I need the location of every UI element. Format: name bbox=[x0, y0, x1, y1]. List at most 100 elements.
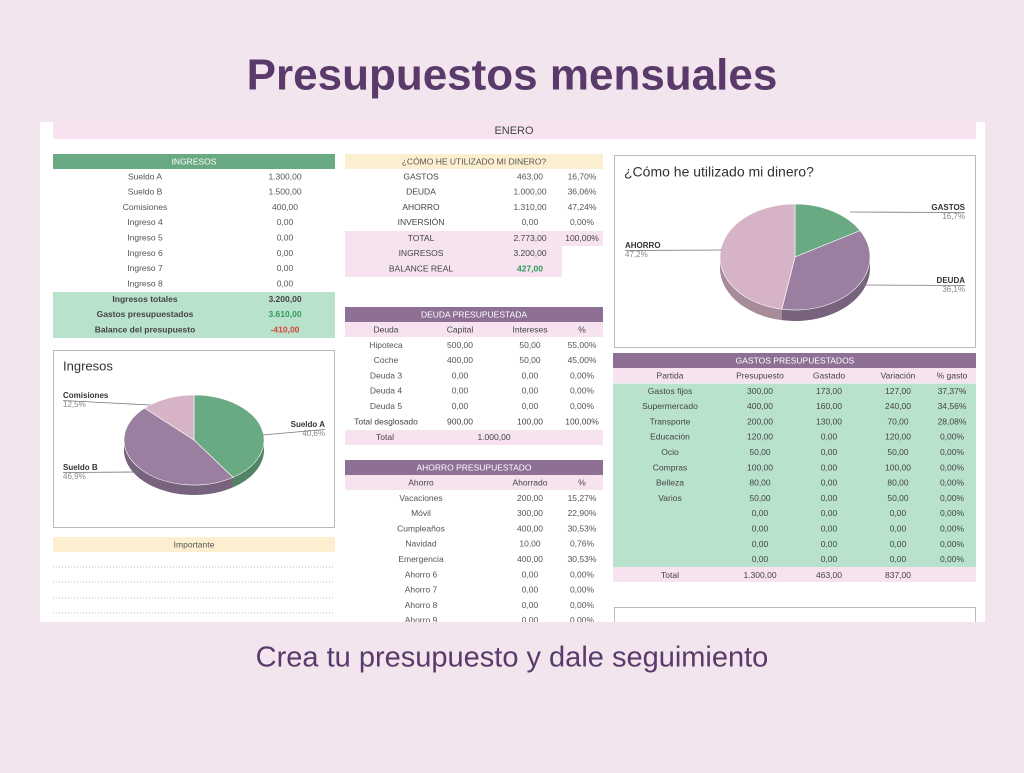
cell: 2.773,00 bbox=[513, 233, 546, 243]
cell-bg bbox=[613, 368, 976, 383]
cell: 120,00 bbox=[747, 432, 773, 442]
cell: 1.000,00 bbox=[513, 187, 546, 197]
cell: 0,00 bbox=[452, 370, 469, 380]
cell: 427,00 bbox=[517, 263, 543, 273]
leader-line bbox=[859, 284, 966, 286]
cell: Ahorro 8 bbox=[405, 600, 438, 610]
cell: 3.610,00 bbox=[268, 309, 301, 319]
cell: 50,00 bbox=[887, 447, 909, 457]
cell: 0,00 bbox=[522, 370, 539, 380]
cell: 0,00 bbox=[752, 523, 769, 533]
cell: Ahorro 9 bbox=[405, 615, 438, 625]
cell: 463,00 bbox=[517, 171, 543, 181]
cell: 300,00 bbox=[517, 508, 543, 518]
cell: 200,00 bbox=[747, 416, 773, 426]
cell: 0,00% bbox=[940, 478, 965, 488]
table-header bbox=[345, 460, 603, 475]
cell: 100,00% bbox=[565, 233, 599, 243]
cell: 50,00 bbox=[519, 340, 541, 350]
cell: AHORRO bbox=[402, 202, 440, 212]
cell: 0,76% bbox=[570, 539, 595, 549]
cell: GASTOS bbox=[403, 171, 439, 181]
cell: 55,00% bbox=[568, 340, 597, 350]
leader-line bbox=[849, 211, 966, 213]
column-header: % bbox=[578, 477, 586, 487]
cell: Deuda 5 bbox=[370, 401, 402, 411]
cell: 0,00 bbox=[890, 508, 907, 518]
cell: 100,00% bbox=[565, 416, 599, 426]
pie-label: Sueldo A bbox=[291, 420, 326, 429]
pie-slice bbox=[719, 203, 796, 310]
cell: 30,53% bbox=[568, 523, 597, 533]
cell-bg bbox=[345, 430, 603, 445]
cell: 0,00 bbox=[821, 493, 838, 503]
pie-slice bbox=[143, 394, 195, 441]
cell: Ahorro 7 bbox=[405, 585, 438, 595]
cell: 16,70% bbox=[568, 171, 597, 181]
cell: 0,00 bbox=[522, 401, 539, 411]
cell: 15,27% bbox=[568, 493, 597, 503]
table-title: INGRESOS bbox=[172, 156, 217, 166]
cell: 0,00% bbox=[570, 569, 595, 579]
cell: Supermercado bbox=[642, 401, 698, 411]
column-header: Ahorro bbox=[408, 477, 434, 487]
cell: Ingreso 7 bbox=[127, 263, 163, 273]
cell: 50,00 bbox=[749, 447, 771, 457]
table-header bbox=[613, 353, 976, 368]
chart-title: ¿Cómo he utilizado mi dinero? bbox=[624, 164, 814, 180]
cell: Total bbox=[376, 432, 394, 442]
cell: 400,00 bbox=[517, 523, 543, 533]
cell: 45,00% bbox=[568, 355, 597, 365]
cell: Balance del presupuesto bbox=[95, 324, 196, 334]
cell: 0,00% bbox=[940, 447, 965, 457]
month-label: ENERO bbox=[494, 125, 534, 137]
rows-bg bbox=[613, 383, 976, 568]
cell: INGRESOS bbox=[399, 248, 444, 258]
cell: TOTAL bbox=[408, 233, 435, 243]
table-title: GASTOS PRESUPUESTADOS bbox=[736, 355, 855, 365]
month-bar bbox=[53, 122, 976, 139]
cell: 80,00 bbox=[749, 478, 771, 488]
cell: Navidad bbox=[405, 539, 436, 549]
cell: 0,00 bbox=[522, 217, 539, 227]
column-header: Variación bbox=[881, 370, 916, 380]
cell: 36,06% bbox=[568, 187, 597, 197]
cell: Sueldo A bbox=[128, 171, 162, 181]
cell: 0,00 bbox=[522, 615, 539, 625]
cell: 173,00 bbox=[816, 386, 842, 396]
cell-bg bbox=[345, 231, 603, 246]
cell: Comisiones bbox=[123, 202, 167, 212]
chart-frame bbox=[614, 607, 976, 622]
cell: 0,00 bbox=[890, 523, 907, 533]
column-header: Deuda bbox=[373, 324, 398, 334]
cell: 0,00% bbox=[940, 508, 965, 518]
cell: 0,00 bbox=[277, 278, 294, 288]
page-title: Presupuestos mensuales bbox=[247, 51, 778, 100]
column-header: % bbox=[578, 324, 586, 334]
cell: Transporte bbox=[650, 416, 691, 426]
cell: DEUDA bbox=[406, 187, 436, 197]
column-header: Presupuesto bbox=[736, 370, 784, 380]
cell: 0,00 bbox=[752, 508, 769, 518]
pie-value-label: 47,2% bbox=[625, 250, 648, 259]
cell: Total desglosado bbox=[354, 416, 418, 426]
cell: Gastos fijos bbox=[648, 386, 692, 396]
cell-bg bbox=[345, 475, 603, 490]
pie-label: Sueldo B bbox=[63, 463, 98, 472]
cell: 0,00% bbox=[570, 386, 595, 396]
cell: 0,00 bbox=[452, 386, 469, 396]
cell: 0,00 bbox=[752, 554, 769, 564]
cell: 30,53% bbox=[568, 554, 597, 564]
pie-value-label: 40,6% bbox=[302, 429, 325, 438]
cell: 0,00 bbox=[522, 569, 539, 579]
cell: 0,00 bbox=[821, 508, 838, 518]
cell: 200,00 bbox=[517, 493, 543, 503]
cell: 400,00 bbox=[747, 401, 773, 411]
cell: 240,00 bbox=[885, 401, 911, 411]
cell: 0,00 bbox=[277, 248, 294, 258]
leader-line bbox=[62, 400, 151, 406]
cell: 80,00 bbox=[887, 478, 909, 488]
cell: 0,00% bbox=[940, 432, 965, 442]
cell: 0,00 bbox=[277, 217, 294, 227]
